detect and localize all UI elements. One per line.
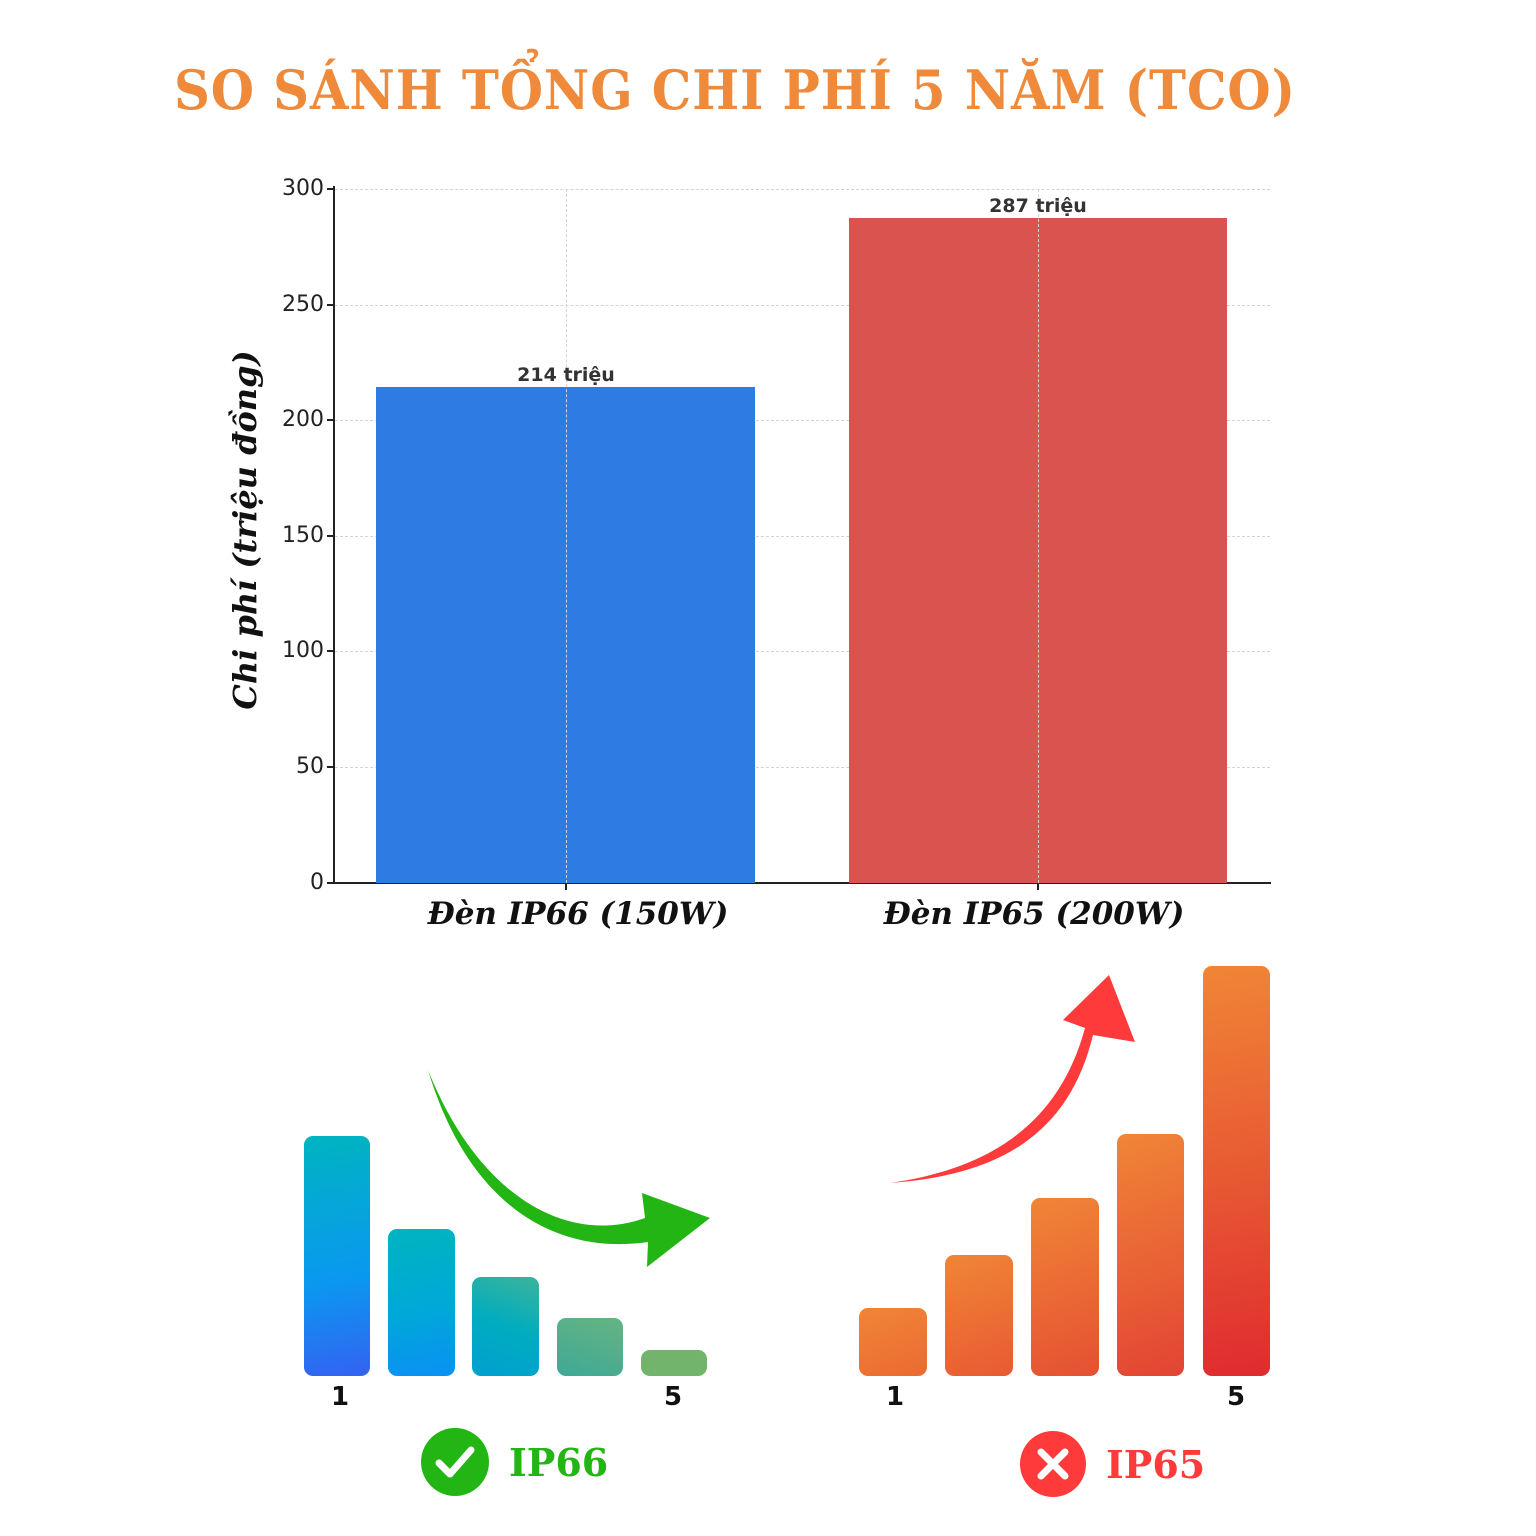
mini-bar (304, 1136, 370, 1376)
y-tick (327, 766, 334, 768)
bar-label-ip65: 287 triệu (989, 195, 1087, 217)
y-tick (327, 419, 334, 421)
y-tick (327, 188, 334, 190)
x-category-ip65: Đèn IP65 (200W) (883, 896, 1185, 932)
mini-bar (1117, 1134, 1184, 1376)
arrow-up-trend-icon (890, 975, 1135, 1183)
y-tick-label: 300 (282, 176, 324, 201)
arrow-down-trend-icon (428, 1070, 710, 1267)
gridline (335, 651, 1270, 652)
y-tick (327, 650, 334, 652)
y-tick-label: 250 (282, 292, 324, 317)
mini-bar (1031, 1198, 1099, 1376)
y-tick-label: 0 (310, 870, 324, 895)
gridline (335, 305, 1270, 306)
y-tick-label: 50 (296, 754, 324, 779)
mini-bar (557, 1318, 623, 1376)
x-axis (333, 882, 1271, 884)
y-tick-label: 200 (282, 407, 324, 432)
check-circle-icon (421, 1428, 489, 1496)
bar-ip66 (376, 387, 755, 883)
gridline (335, 189, 1270, 190)
y-axis-title: Chi phí (triệu đồng) (226, 350, 264, 710)
x-tick (565, 883, 567, 890)
gridline (335, 767, 1270, 768)
page-title: SO SÁNH TỔNG CHI PHÍ 5 NĂM (TCO) (173, 58, 1297, 122)
y-tick-label: 100 (282, 638, 324, 663)
mini-axis-end: 5 (663, 1382, 683, 1412)
mini-bar (945, 1255, 1013, 1376)
badge-ip65: IP65 (1020, 1431, 1205, 1497)
mini-bar (859, 1308, 927, 1376)
x-category-ip66: Đèn IP66 (150W) (427, 896, 729, 932)
mini-bar (472, 1277, 539, 1376)
mini-axis-start: 1 (885, 1382, 905, 1412)
mini-axis-end: 5 (1226, 1382, 1246, 1412)
y-tick (327, 304, 334, 306)
y-tick-label: 150 (282, 523, 324, 548)
x-circle-icon (1020, 1431, 1086, 1497)
y-tick (327, 882, 334, 884)
mini-axis-start: 1 (330, 1382, 350, 1412)
mini-bar (1203, 966, 1270, 1376)
y-tick (327, 535, 334, 537)
mini-bar (641, 1350, 707, 1376)
gridline (335, 536, 1270, 537)
y-axis (333, 186, 335, 884)
gridline (566, 189, 567, 883)
badge-ip66: IP66 (421, 1428, 608, 1496)
badge-label-ip65: IP65 (1106, 1441, 1206, 1487)
mini-bar (388, 1229, 455, 1376)
gridline (1038, 189, 1039, 883)
gridline (335, 420, 1270, 421)
bar-label-ip66: 214 triệu (517, 364, 615, 386)
x-tick (1037, 883, 1039, 890)
badge-label-ip66: IP66 (509, 1439, 609, 1485)
